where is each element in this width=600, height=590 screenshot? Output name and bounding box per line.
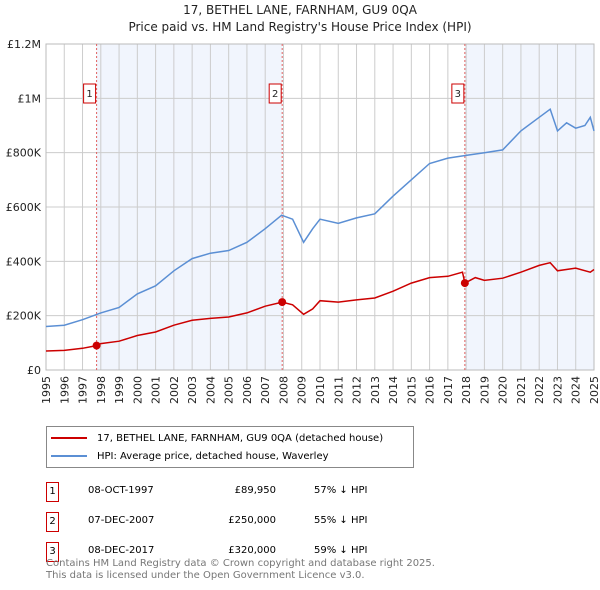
sale-row: 3 08-DEC-2017 £320,000 59% ↓ HPI: [46, 542, 446, 562]
x-tick-label: 2005: [223, 376, 236, 404]
sale-row: 2 07-DEC-2007 £250,000 55% ↓ HPI: [46, 512, 446, 532]
sale-hpi-diff: 59% ↓ HPI: [314, 545, 368, 556]
sale-number: 2: [46, 512, 59, 532]
x-tick-label: 2003: [186, 376, 199, 404]
x-tick-label: 2023: [551, 376, 564, 404]
sale-number: 3: [46, 542, 59, 562]
sale-date: 08-OCT-1997: [88, 485, 154, 496]
y-tick-label: £0: [27, 364, 41, 377]
y-tick-label: £600K: [6, 201, 42, 214]
y-tick-label: £1.2M: [7, 38, 41, 51]
sale-point: [278, 298, 287, 307]
y-tick-label: £400K: [6, 255, 42, 268]
sale-hpi-diff: 57% ↓ HPI: [314, 485, 368, 496]
x-tick-label: 2018: [460, 376, 473, 404]
sale-price: £89,950: [234, 485, 276, 496]
sale-point: [92, 341, 101, 350]
x-tick-label: 2024: [570, 376, 583, 404]
x-tick-label: 2013: [369, 376, 382, 404]
legend-label: 17, BETHEL LANE, FARNHAM, GU9 0QA (detac…: [97, 432, 384, 444]
legend: 17, BETHEL LANE, FARNHAM, GU9 0QA (detac…: [46, 426, 414, 468]
x-tick-label: 2001: [150, 376, 163, 404]
footer: Contains HM Land Registry data © Crown c…: [46, 558, 435, 582]
sale-price: £320,000: [228, 545, 276, 556]
footer-line: Contains HM Land Registry data © Crown c…: [46, 558, 435, 569]
x-tick-label: 2019: [478, 376, 491, 404]
series-line: [45, 261, 595, 352]
sale-number: 1: [46, 482, 59, 502]
plot-area: 1995 1996 1997 1998 1999 2000 2001 2002 2003 2004…: [6, 38, 600, 404]
legend-swatch-blue: [51, 455, 87, 457]
x-tick-label: 2014: [387, 376, 400, 404]
x-tick-label: 2025: [588, 376, 600, 404]
sale-marker-label: 1: [86, 89, 92, 100]
chart-title: 17, BETHEL LANE, FARNHAM, GU9 0QA: [183, 3, 417, 17]
x-tick-label: 2010: [314, 376, 327, 404]
x-tick-label: 2021: [515, 376, 528, 404]
x-tick-label: 2004: [204, 376, 217, 404]
x-tick-label: 2016: [424, 376, 437, 404]
legend-label: HPI: Average price, detached house, Wave…: [97, 450, 329, 462]
sale-marker-box: [451, 83, 465, 104]
sale-price: £250,000: [228, 515, 276, 526]
y-tick-label: £800K: [6, 147, 42, 160]
sale-date: 07-DEC-2007: [88, 515, 155, 526]
legend-swatch-red: [51, 437, 87, 439]
chart-subtitle: Price paid vs. HM Land Registry's House …: [128, 20, 472, 34]
x-tick-label: 2011: [332, 376, 345, 404]
y-tick-label: £1M: [18, 92, 42, 105]
x-tick-label: 2012: [351, 376, 364, 404]
x-tick-label: 2007: [259, 376, 272, 404]
x-tick-label: 1999: [113, 376, 126, 404]
y-tick-label: £200K: [6, 310, 42, 323]
sale-marker-label: 2: [272, 89, 278, 100]
sale-marker-label: 3: [455, 89, 461, 100]
x-tick-label: 2015: [405, 376, 418, 404]
x-tick-label: 1997: [77, 376, 90, 404]
footer-line: This data is licensed under the Open Gov…: [46, 570, 365, 581]
x-tick-label: 2000: [131, 376, 144, 404]
x-tick-label: 2009: [296, 376, 309, 404]
sale-marker-box: [268, 83, 282, 104]
legend-item-property: 17, BETHEL LANE, FARNHAM, GU9 0QA (detac…: [51, 430, 383, 446]
sale-row: 1 08-OCT-1997 £89,950 57% ↓ HPI: [46, 482, 446, 502]
x-tick-label: 2017: [442, 376, 455, 404]
plot-border: [45, 43, 595, 371]
x-tick-label: 2022: [533, 376, 546, 404]
x-tick-label: 2008: [277, 376, 290, 404]
series-line: [45, 107, 595, 328]
x-tick-label: 1995: [40, 376, 53, 404]
sale-hpi-diff: 55% ↓ HPI: [314, 515, 368, 526]
sale-marker-box: [83, 83, 97, 104]
x-tick-label: 1996: [58, 376, 71, 404]
x-tick-label: 2020: [497, 376, 510, 404]
x-tick-label: 1998: [95, 376, 108, 404]
sale-point: [460, 279, 469, 288]
x-tick-label: 2002: [168, 376, 181, 404]
x-tick-label: 2006: [241, 376, 254, 404]
sale-date: 08-DEC-2017: [88, 545, 155, 556]
legend-item-hpi: HPI: Average price, detached house, Wave…: [51, 448, 329, 464]
